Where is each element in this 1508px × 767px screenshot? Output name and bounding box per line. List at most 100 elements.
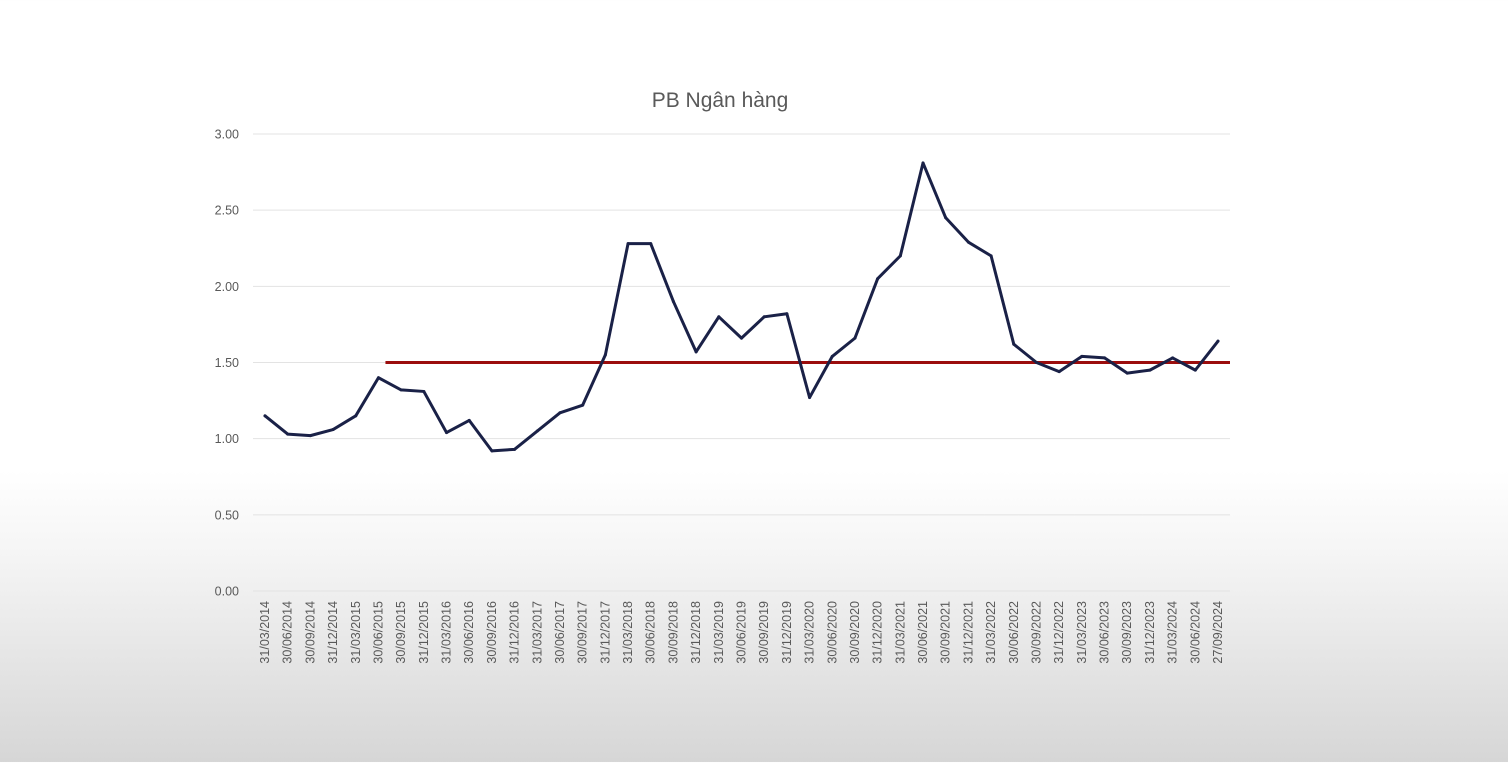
data-point bbox=[694, 350, 698, 354]
data-point bbox=[876, 277, 880, 281]
data-point bbox=[490, 449, 494, 453]
data-point bbox=[966, 240, 970, 244]
x-tick-label: 30/09/2014 bbox=[303, 601, 317, 664]
data-point bbox=[944, 216, 948, 220]
series-line bbox=[263, 161, 1220, 453]
data-point bbox=[740, 336, 743, 340]
data-point bbox=[853, 336, 857, 340]
data-point bbox=[649, 242, 653, 246]
x-tick-label: 31/03/2021 bbox=[893, 601, 907, 664]
data-point bbox=[331, 428, 335, 432]
x-tick-label: 31/03/2017 bbox=[530, 601, 544, 664]
data-point bbox=[399, 388, 403, 392]
data-point bbox=[1125, 371, 1129, 375]
data-point bbox=[898, 254, 902, 258]
x-tick-label: 30/06/2021 bbox=[916, 601, 930, 664]
data-point bbox=[535, 429, 539, 433]
data-point bbox=[263, 414, 267, 418]
data-point bbox=[286, 432, 290, 436]
data-point bbox=[1171, 356, 1175, 360]
y-tick-label: 3.00 bbox=[215, 128, 239, 142]
y-tick-label: 0.00 bbox=[215, 585, 239, 599]
x-tick-label: 31/03/2018 bbox=[621, 601, 635, 664]
y-tick-label: 1.00 bbox=[215, 432, 239, 446]
x-tick-label: 30/06/2024 bbox=[1188, 601, 1202, 664]
data-point bbox=[422, 389, 426, 393]
x-tick-label: 31/03/2023 bbox=[1075, 601, 1089, 664]
data-point bbox=[354, 414, 358, 418]
x-tick-label: 27/09/2024 bbox=[1211, 601, 1225, 664]
x-tick-label: 31/12/2017 bbox=[598, 601, 612, 664]
x-tick-label: 31/03/2020 bbox=[803, 601, 817, 664]
x-tick-label: 31/12/2023 bbox=[1143, 601, 1157, 664]
y-tick-label: 0.50 bbox=[215, 508, 239, 522]
x-tick-label: 31/03/2022 bbox=[984, 601, 998, 664]
x-tick-label: 30/09/2022 bbox=[1029, 601, 1043, 664]
data-point bbox=[762, 315, 766, 319]
data-point bbox=[558, 411, 562, 415]
x-tick-label: 31/12/2021 bbox=[961, 601, 975, 664]
x-tick-label: 30/09/2021 bbox=[939, 601, 953, 664]
x-tick-label: 31/12/2014 bbox=[326, 601, 340, 664]
data-point bbox=[626, 242, 630, 246]
x-tick-label: 31/03/2015 bbox=[349, 601, 363, 664]
x-tick-label: 30/09/2016 bbox=[485, 601, 499, 664]
x-tick-label: 30/09/2018 bbox=[666, 601, 680, 664]
x-tick-label: 30/09/2017 bbox=[576, 601, 590, 664]
data-point bbox=[717, 315, 721, 319]
x-tick-label: 31/03/2016 bbox=[440, 601, 454, 664]
data-point bbox=[1080, 354, 1084, 358]
series-group bbox=[263, 161, 1220, 453]
x-tick-label: 30/06/2017 bbox=[553, 601, 567, 664]
x-tick-label: 30/09/2020 bbox=[848, 601, 862, 664]
data-point bbox=[830, 354, 834, 358]
x-tick-label: 30/06/2023 bbox=[1098, 601, 1112, 664]
data-point bbox=[513, 447, 517, 451]
data-point bbox=[603, 353, 607, 357]
x-tick-label: 31/03/2019 bbox=[712, 601, 726, 664]
data-point bbox=[1103, 356, 1107, 360]
y-axis-tick-labels: 0.00 0.50 1.00 1.50 2.00 2.50 3.00 bbox=[215, 128, 239, 599]
x-tick-label: 30/06/2014 bbox=[281, 601, 295, 664]
data-point bbox=[808, 396, 812, 400]
x-tick-label: 30/09/2023 bbox=[1120, 601, 1134, 664]
chart-title: PB Ngân hàng bbox=[652, 89, 789, 112]
x-tick-label: 31/12/2019 bbox=[780, 601, 794, 664]
x-tick-label: 30/06/2015 bbox=[371, 601, 385, 664]
data-point bbox=[921, 161, 925, 165]
x-tick-label: 31/12/2018 bbox=[689, 601, 703, 664]
x-tick-label: 30/06/2016 bbox=[462, 601, 476, 664]
data-point bbox=[1034, 361, 1038, 364]
data-point bbox=[989, 254, 993, 258]
data-point bbox=[1216, 339, 1220, 343]
x-tick-label: 30/06/2020 bbox=[825, 601, 839, 664]
data-point bbox=[581, 403, 585, 407]
data-point bbox=[467, 418, 471, 422]
x-tick-label: 30/06/2022 bbox=[1007, 601, 1021, 664]
y-tick-label: 2.50 bbox=[215, 204, 239, 218]
x-tick-label: 31/12/2016 bbox=[508, 601, 522, 664]
data-point bbox=[1057, 370, 1061, 374]
data-point bbox=[1012, 342, 1016, 346]
data-point bbox=[671, 300, 675, 304]
x-tick-label: 30/06/2018 bbox=[644, 601, 658, 664]
x-tick-label: 31/03/2014 bbox=[258, 601, 272, 664]
x-axis-tick-labels: 31/03/2014 30/06/2014 30/09/2014 31/12/2014… bbox=[258, 601, 1225, 664]
data-point bbox=[376, 376, 380, 380]
x-tick-label: 31/03/2024 bbox=[1166, 601, 1180, 664]
data-point bbox=[1193, 368, 1197, 372]
data-point bbox=[445, 431, 449, 435]
data-point bbox=[1148, 368, 1152, 372]
y-tick-label: 2.00 bbox=[215, 280, 239, 294]
y-tick-label: 1.50 bbox=[215, 356, 239, 370]
x-tick-label: 30/06/2019 bbox=[735, 601, 749, 664]
x-tick-label: 30/09/2015 bbox=[394, 601, 408, 664]
data-point bbox=[308, 434, 312, 438]
x-tick-label: 31/12/2015 bbox=[417, 601, 431, 664]
x-tick-label: 30/09/2019 bbox=[757, 601, 771, 664]
x-tick-label: 31/12/2020 bbox=[871, 601, 885, 664]
x-tick-label: 31/12/2022 bbox=[1052, 601, 1066, 664]
data-point bbox=[785, 312, 789, 316]
